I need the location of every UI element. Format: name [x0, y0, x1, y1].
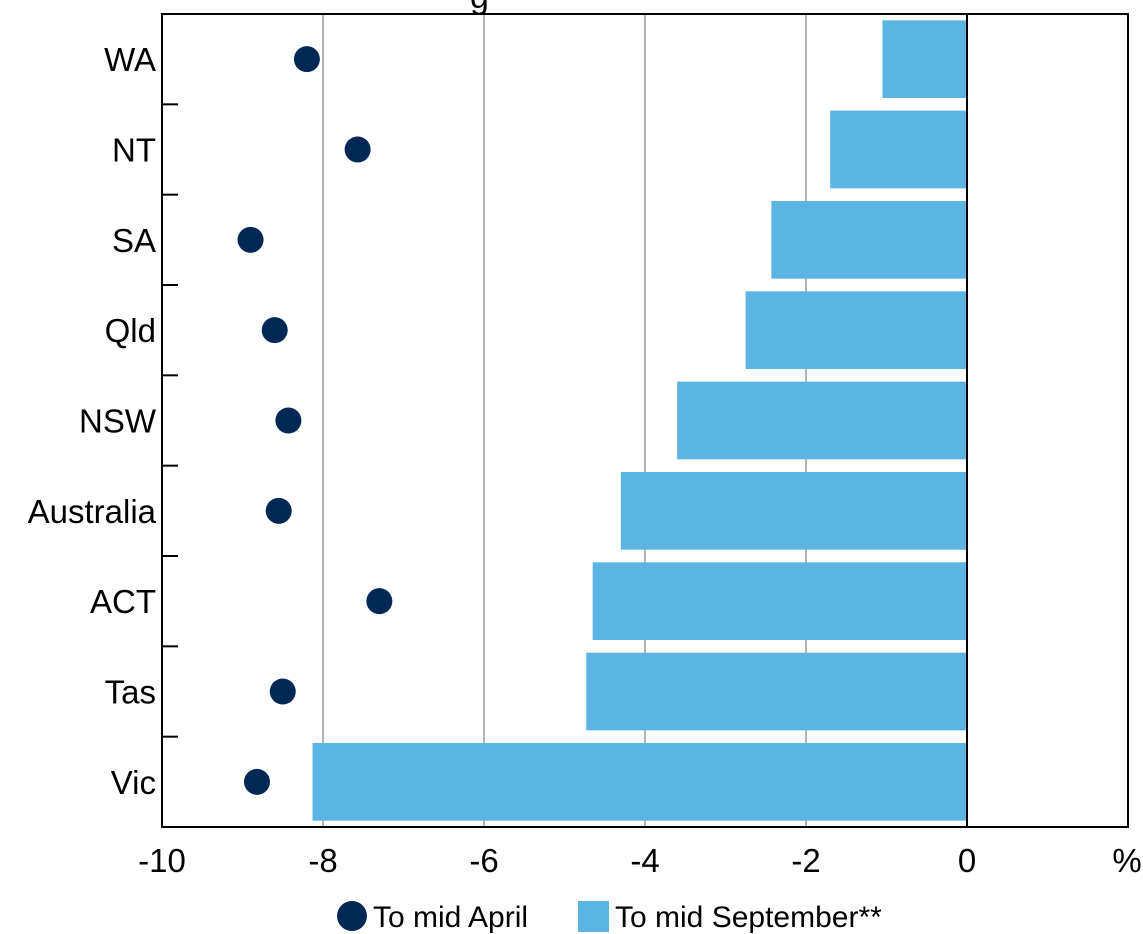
category-label-vic: Vic — [111, 764, 156, 801]
category-label-tas: Tas — [105, 674, 156, 711]
bar-tas — [586, 652, 967, 731]
category-labels: WA NT SA Qld NSW Australia ACT Tas Vic — [28, 41, 157, 801]
x-tick-label-1: -8 — [308, 842, 337, 879]
x-tick-label-0: -10 — [138, 842, 186, 879]
bar-nt — [830, 110, 967, 189]
legend-bar-icon — [578, 901, 609, 932]
x-tick-label-3: -4 — [630, 842, 659, 879]
category-label-wa: WA — [104, 41, 156, 78]
y-axis-ticks — [162, 103, 178, 738]
bar-qld — [745, 291, 967, 370]
bar-sa — [771, 200, 967, 279]
dot-nt — [344, 136, 371, 163]
dot-series — [237, 46, 393, 795]
dot-vic — [243, 768, 270, 795]
legend-label-september: To mid September** — [615, 901, 882, 934]
chart-title-fragment: g — [470, 0, 489, 16]
bar-act — [592, 562, 967, 641]
bar-series — [312, 20, 967, 821]
category-label-sa: SA — [112, 222, 156, 259]
bar-wa — [882, 20, 967, 99]
bar-vic — [312, 742, 967, 821]
x-tick-labels: -10 -8 -6 -4 -2 0 — [138, 842, 976, 879]
dot-tas — [269, 678, 296, 705]
legend: To mid April To mid September** — [337, 901, 882, 934]
dot-sa — [237, 226, 264, 253]
x-unit-label: % — [1112, 842, 1141, 879]
category-label-nt: NT — [112, 132, 156, 169]
legend-dot-icon — [337, 901, 367, 931]
category-label-act: ACT — [90, 583, 156, 620]
x-tick-label-5: 0 — [958, 842, 976, 879]
category-label-qld: Qld — [105, 312, 156, 349]
x-tick-label-4: -2 — [791, 842, 820, 879]
bar-nsw — [677, 381, 967, 460]
x-tick-label-2: -6 — [469, 842, 498, 879]
legend-label-april: To mid April — [373, 901, 528, 934]
dot-act — [366, 588, 393, 615]
category-label-nsw: NSW — [79, 403, 157, 440]
dot-qld — [261, 317, 288, 344]
category-label-australia: Australia — [28, 493, 157, 530]
dot-wa — [293, 46, 320, 73]
dot-nsw — [275, 407, 302, 434]
dot-australia — [265, 497, 292, 524]
bar-australia — [620, 471, 967, 550]
plot-frame — [161, 13, 1129, 828]
